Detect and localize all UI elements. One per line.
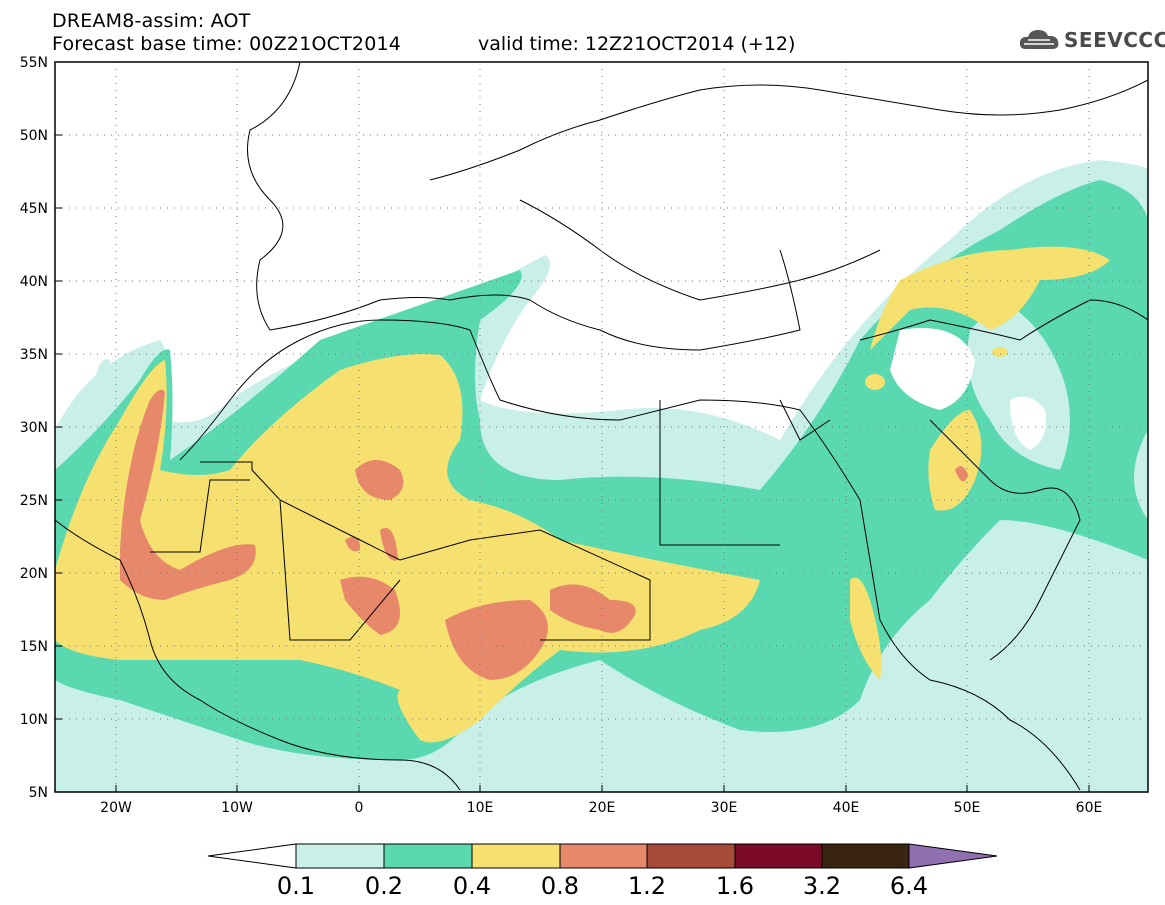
legend-under-arrow bbox=[207, 843, 297, 869]
color-legend: 0.1 0.2 0.4 0.8 1.2 1.6 3.2 6.4 bbox=[207, 843, 998, 900]
aot-band-0.8 bbox=[120, 389, 968, 680]
legend-label-0.1: 0.1 bbox=[277, 872, 315, 900]
lon-label-10w: 10W bbox=[221, 800, 253, 816]
legend-label-1.6: 1.6 bbox=[716, 872, 754, 900]
legend-swatch-4 bbox=[559, 843, 648, 869]
legend-label-3.2: 3.2 bbox=[803, 872, 841, 900]
lat-label-5n: 5N bbox=[29, 785, 48, 801]
coastlines bbox=[55, 62, 1148, 791]
lat-label-50n: 50N bbox=[20, 128, 48, 144]
legend-label-0.4: 0.4 bbox=[453, 872, 491, 900]
legend-over-arrow bbox=[908, 843, 998, 869]
lon-label-50e: 50E bbox=[954, 800, 981, 816]
lon-label-0: 0 bbox=[355, 800, 364, 816]
legend-label-0.2: 0.2 bbox=[365, 872, 403, 900]
valid-time: valid time: 12Z21OCT2014 (+12) bbox=[478, 33, 796, 55]
lat-label-25n: 25N bbox=[20, 493, 48, 509]
legend-label-6.4: 6.4 bbox=[890, 872, 928, 900]
axis-ticks bbox=[55, 61, 1090, 792]
lat-label-20n: 20N bbox=[20, 566, 48, 582]
lat-label-40n: 40N bbox=[20, 274, 48, 290]
lon-label-20e: 20E bbox=[589, 800, 616, 816]
legend-swatch-2 bbox=[383, 843, 473, 869]
lat-label-10n: 10N bbox=[20, 712, 48, 728]
cloud-icon bbox=[1019, 30, 1059, 49]
forecast-base-time: Forecast base time: 00Z21OCT2014 bbox=[52, 33, 402, 55]
grid-lines bbox=[55, 62, 1148, 792]
lon-label-40e: 40E bbox=[833, 800, 860, 816]
legend-swatch-3 bbox=[471, 843, 561, 869]
lon-label-20w: 20W bbox=[100, 800, 132, 816]
legend-label-0.8: 0.8 bbox=[541, 872, 579, 900]
legend-swatch-7 bbox=[821, 843, 910, 869]
lat-label-45n: 45N bbox=[20, 201, 48, 217]
aot-band-0.4 bbox=[55, 246, 1110, 743]
legend-swatch-5 bbox=[646, 843, 736, 869]
legend-label-1.2: 1.2 bbox=[628, 872, 666, 900]
seevccc-logo: SEEVCCC bbox=[1018, 26, 1165, 54]
lat-label-35n: 35N bbox=[20, 347, 48, 363]
lon-label-10e: 10E bbox=[467, 800, 494, 816]
chart-title: DREAM8-assim: AOT bbox=[52, 10, 251, 32]
lon-label-30e: 30E bbox=[711, 800, 738, 816]
lat-label-55n: 55N bbox=[20, 55, 48, 71]
lat-label-15n: 15N bbox=[20, 639, 48, 655]
legend-swatch-6 bbox=[734, 843, 823, 869]
lon-label-60e: 60E bbox=[1076, 800, 1103, 816]
logo-text: SEEVCCC bbox=[1064, 28, 1165, 52]
lat-label-30n: 30N bbox=[20, 420, 48, 436]
legend-swatch-1 bbox=[295, 843, 385, 869]
